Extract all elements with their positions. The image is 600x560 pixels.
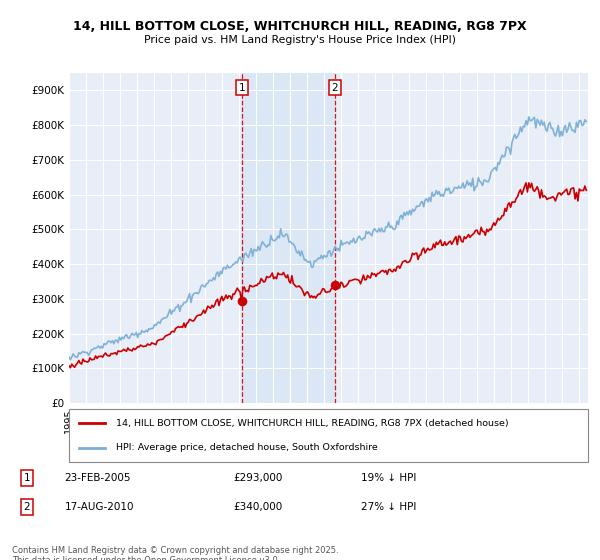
- Text: 19% ↓ HPI: 19% ↓ HPI: [361, 473, 416, 483]
- Text: Price paid vs. HM Land Registry's House Price Index (HPI): Price paid vs. HM Land Registry's House …: [144, 35, 456, 45]
- Text: HPI: Average price, detached house, South Oxfordshire: HPI: Average price, detached house, Sout…: [116, 443, 377, 452]
- Bar: [242, 73, 335, 403]
- Text: 1: 1: [23, 473, 30, 483]
- Text: 27% ↓ HPI: 27% ↓ HPI: [361, 502, 416, 512]
- Text: 2: 2: [332, 83, 338, 92]
- Text: 14, HILL BOTTOM CLOSE, WHITCHURCH HILL, READING, RG8 7PX: 14, HILL BOTTOM CLOSE, WHITCHURCH HILL, …: [73, 20, 527, 32]
- Point: [330, 281, 340, 290]
- Text: 17-AUG-2010: 17-AUG-2010: [64, 502, 134, 512]
- Text: £293,000: £293,000: [233, 473, 283, 483]
- Text: 14, HILL BOTTOM CLOSE, WHITCHURCH HILL, READING, RG8 7PX (detached house): 14, HILL BOTTOM CLOSE, WHITCHURCH HILL, …: [116, 419, 508, 428]
- Text: 1: 1: [238, 83, 245, 92]
- Point: [237, 297, 247, 306]
- Text: 2: 2: [23, 502, 30, 512]
- Text: £340,000: £340,000: [233, 502, 283, 512]
- FancyBboxPatch shape: [69, 409, 588, 462]
- Text: 23-FEB-2005: 23-FEB-2005: [64, 473, 131, 483]
- Text: Contains HM Land Registry data © Crown copyright and database right 2025.
This d: Contains HM Land Registry data © Crown c…: [12, 546, 338, 560]
